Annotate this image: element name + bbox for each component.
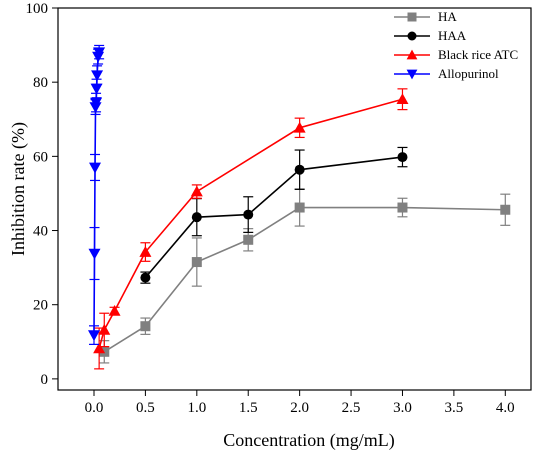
x-tick-label: 1.0 xyxy=(187,400,206,416)
x-tick-label: 0.5 xyxy=(136,400,155,416)
data-point xyxy=(88,248,101,260)
data-point xyxy=(140,272,151,283)
plot-frame xyxy=(57,7,532,391)
data-point xyxy=(294,164,305,175)
data-point xyxy=(397,202,408,213)
series-black-rice-atc xyxy=(93,88,409,370)
legend-item: HA xyxy=(394,9,457,24)
data-point xyxy=(108,305,121,316)
x-axis-title: Concentration (mg/mL) xyxy=(223,430,394,451)
x-tick-label: 1.5 xyxy=(239,400,258,416)
legend-marker xyxy=(406,69,418,80)
legend-marker xyxy=(407,12,417,22)
data-point xyxy=(98,323,111,335)
y-tick-label: 80 xyxy=(33,75,48,91)
data-point xyxy=(190,185,203,197)
data-point xyxy=(90,97,103,109)
data-point xyxy=(90,83,103,95)
data-point xyxy=(293,121,306,133)
data-point xyxy=(93,342,106,354)
data-point xyxy=(139,246,152,257)
data-point xyxy=(140,321,151,332)
series-ha xyxy=(99,188,511,364)
legend-label: Allopurinol xyxy=(438,66,499,81)
data-point xyxy=(397,152,408,163)
x-tick-label: 2.5 xyxy=(342,400,361,416)
data-point xyxy=(243,234,254,245)
x-tick-label: 4.0 xyxy=(496,400,515,416)
data-point xyxy=(500,204,511,215)
data-point xyxy=(91,70,104,82)
data-point xyxy=(294,202,305,213)
legend-label: Black rice ATC xyxy=(438,47,518,62)
x-tick-label: 3.0 xyxy=(393,400,412,416)
series-haa xyxy=(140,146,408,284)
legend-item: HAA xyxy=(394,28,467,43)
legend-marker xyxy=(407,31,417,41)
series-group xyxy=(87,44,511,370)
data-point xyxy=(191,257,202,268)
data-point xyxy=(93,47,106,59)
y-tick-label: 60 xyxy=(33,149,48,165)
data-point xyxy=(191,212,202,223)
x-tick-label: 2.0 xyxy=(290,400,309,416)
legend-label: HA xyxy=(438,9,457,24)
y-tick-label: 0 xyxy=(41,372,49,388)
legend: HA HAA Black rice ATC Allopurinol xyxy=(394,9,518,81)
legend-label: HAA xyxy=(438,28,467,43)
data-point xyxy=(89,162,102,174)
legend-item: Allopurinol xyxy=(394,66,499,81)
data-point xyxy=(396,93,409,105)
x-tick-label: 3.5 xyxy=(445,400,464,416)
axes: 0.0 0.5 1.0 1.5 2.0 2.5 3.0 3.5 4.0 0 20 40 60 80 100 xyxy=(26,1,532,416)
y-tick-label: 100 xyxy=(26,1,49,17)
x-tick-label: 0.0 xyxy=(85,400,104,416)
legend-item: Black rice ATC xyxy=(394,47,518,62)
data-point xyxy=(87,330,100,342)
series-allopurinol xyxy=(87,44,106,345)
y-tick-label: 20 xyxy=(33,298,48,314)
y-tick-label: 40 xyxy=(33,224,48,240)
series-line xyxy=(98,98,403,349)
legend-marker xyxy=(406,49,418,60)
data-point xyxy=(243,209,254,220)
series-line xyxy=(144,156,403,279)
y-axis-title: Inhibition rate (%) xyxy=(8,122,29,256)
